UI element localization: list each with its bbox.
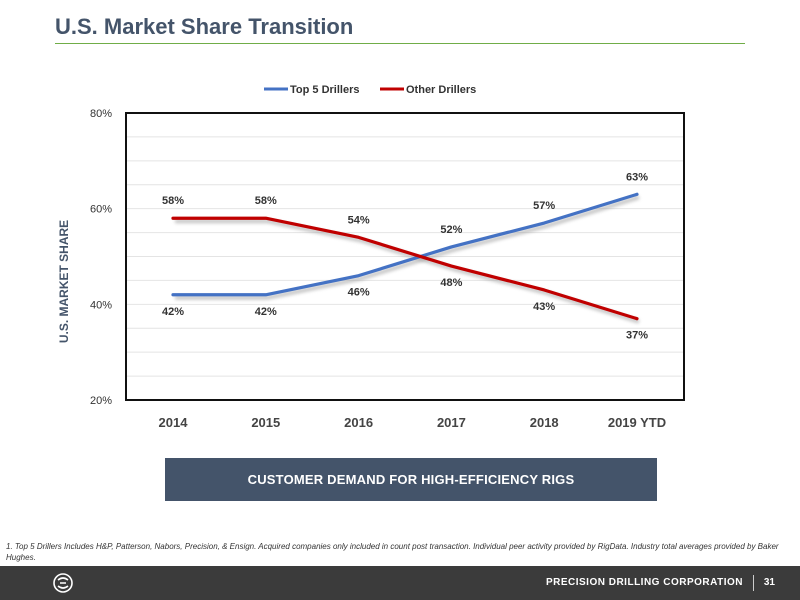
- other-data-label: 37%: [626, 330, 648, 342]
- footnote: 1. Top 5 Drillers Includes H&P, Patterso…: [6, 542, 779, 562]
- top5-data-label: 46%: [348, 287, 370, 299]
- precision-drilling-logo-icon: [53, 573, 73, 593]
- y-tick-label: 60%: [90, 204, 112, 216]
- other-data-label: 54%: [348, 214, 370, 226]
- series-shadow: [175, 219, 640, 324]
- other-data-label: 43%: [533, 301, 555, 313]
- title-divider: [55, 43, 745, 44]
- x-tick-label: 2019 YTD: [608, 415, 666, 430]
- top5-data-label: 42%: [255, 306, 277, 318]
- footer-separator: [753, 575, 754, 591]
- page-title: U.S. Market Share Transition: [55, 14, 354, 39]
- series-shadow: [175, 195, 640, 300]
- top5-data-label: 42%: [162, 306, 184, 318]
- top5-data-label: 63%: [626, 171, 648, 183]
- page-number: 31: [763, 577, 775, 588]
- legend-top5-label: Top 5 Drillers: [290, 84, 359, 96]
- x-tick-label: 2018: [530, 415, 559, 430]
- y-tick-label: 80%: [90, 108, 112, 120]
- company-name: PRECISION DRILLING CORPORATION: [545, 577, 743, 588]
- top5-data-label: 57%: [533, 200, 555, 212]
- customer-demand-banner: CUSTOMER DEMAND FOR HIGH-EFFICIENCY RIGS: [165, 458, 657, 501]
- other-drillers-line: [171, 216, 639, 321]
- y-tick-label: 20%: [90, 395, 112, 407]
- y-axis-label: U.S. MARKET SHARE: [57, 220, 71, 343]
- y-tick-label: 40%: [90, 299, 112, 311]
- plot-area-frame: [125, 112, 685, 401]
- x-tick-label: 2016: [344, 415, 373, 430]
- top5-data-label: 52%: [440, 224, 462, 236]
- other-data-label: 58%: [162, 195, 184, 207]
- legend-other-label: Other Drillers: [406, 84, 476, 96]
- x-tick-label: 2017: [437, 415, 466, 430]
- footer-bar: PRECISION DRILLING CORPORATION 31: [0, 566, 800, 600]
- x-tick-label: 2015: [251, 415, 280, 430]
- x-tick-label: 2014: [159, 415, 189, 430]
- market-share-chart: 20% 40% 60% 80% U.S. MARKET SHARE 2014 2015 201…: [57, 84, 685, 430]
- top5-drillers-line: [171, 192, 639, 297]
- other-data-label: 48%: [440, 277, 462, 289]
- other-data-label: 58%: [255, 195, 277, 207]
